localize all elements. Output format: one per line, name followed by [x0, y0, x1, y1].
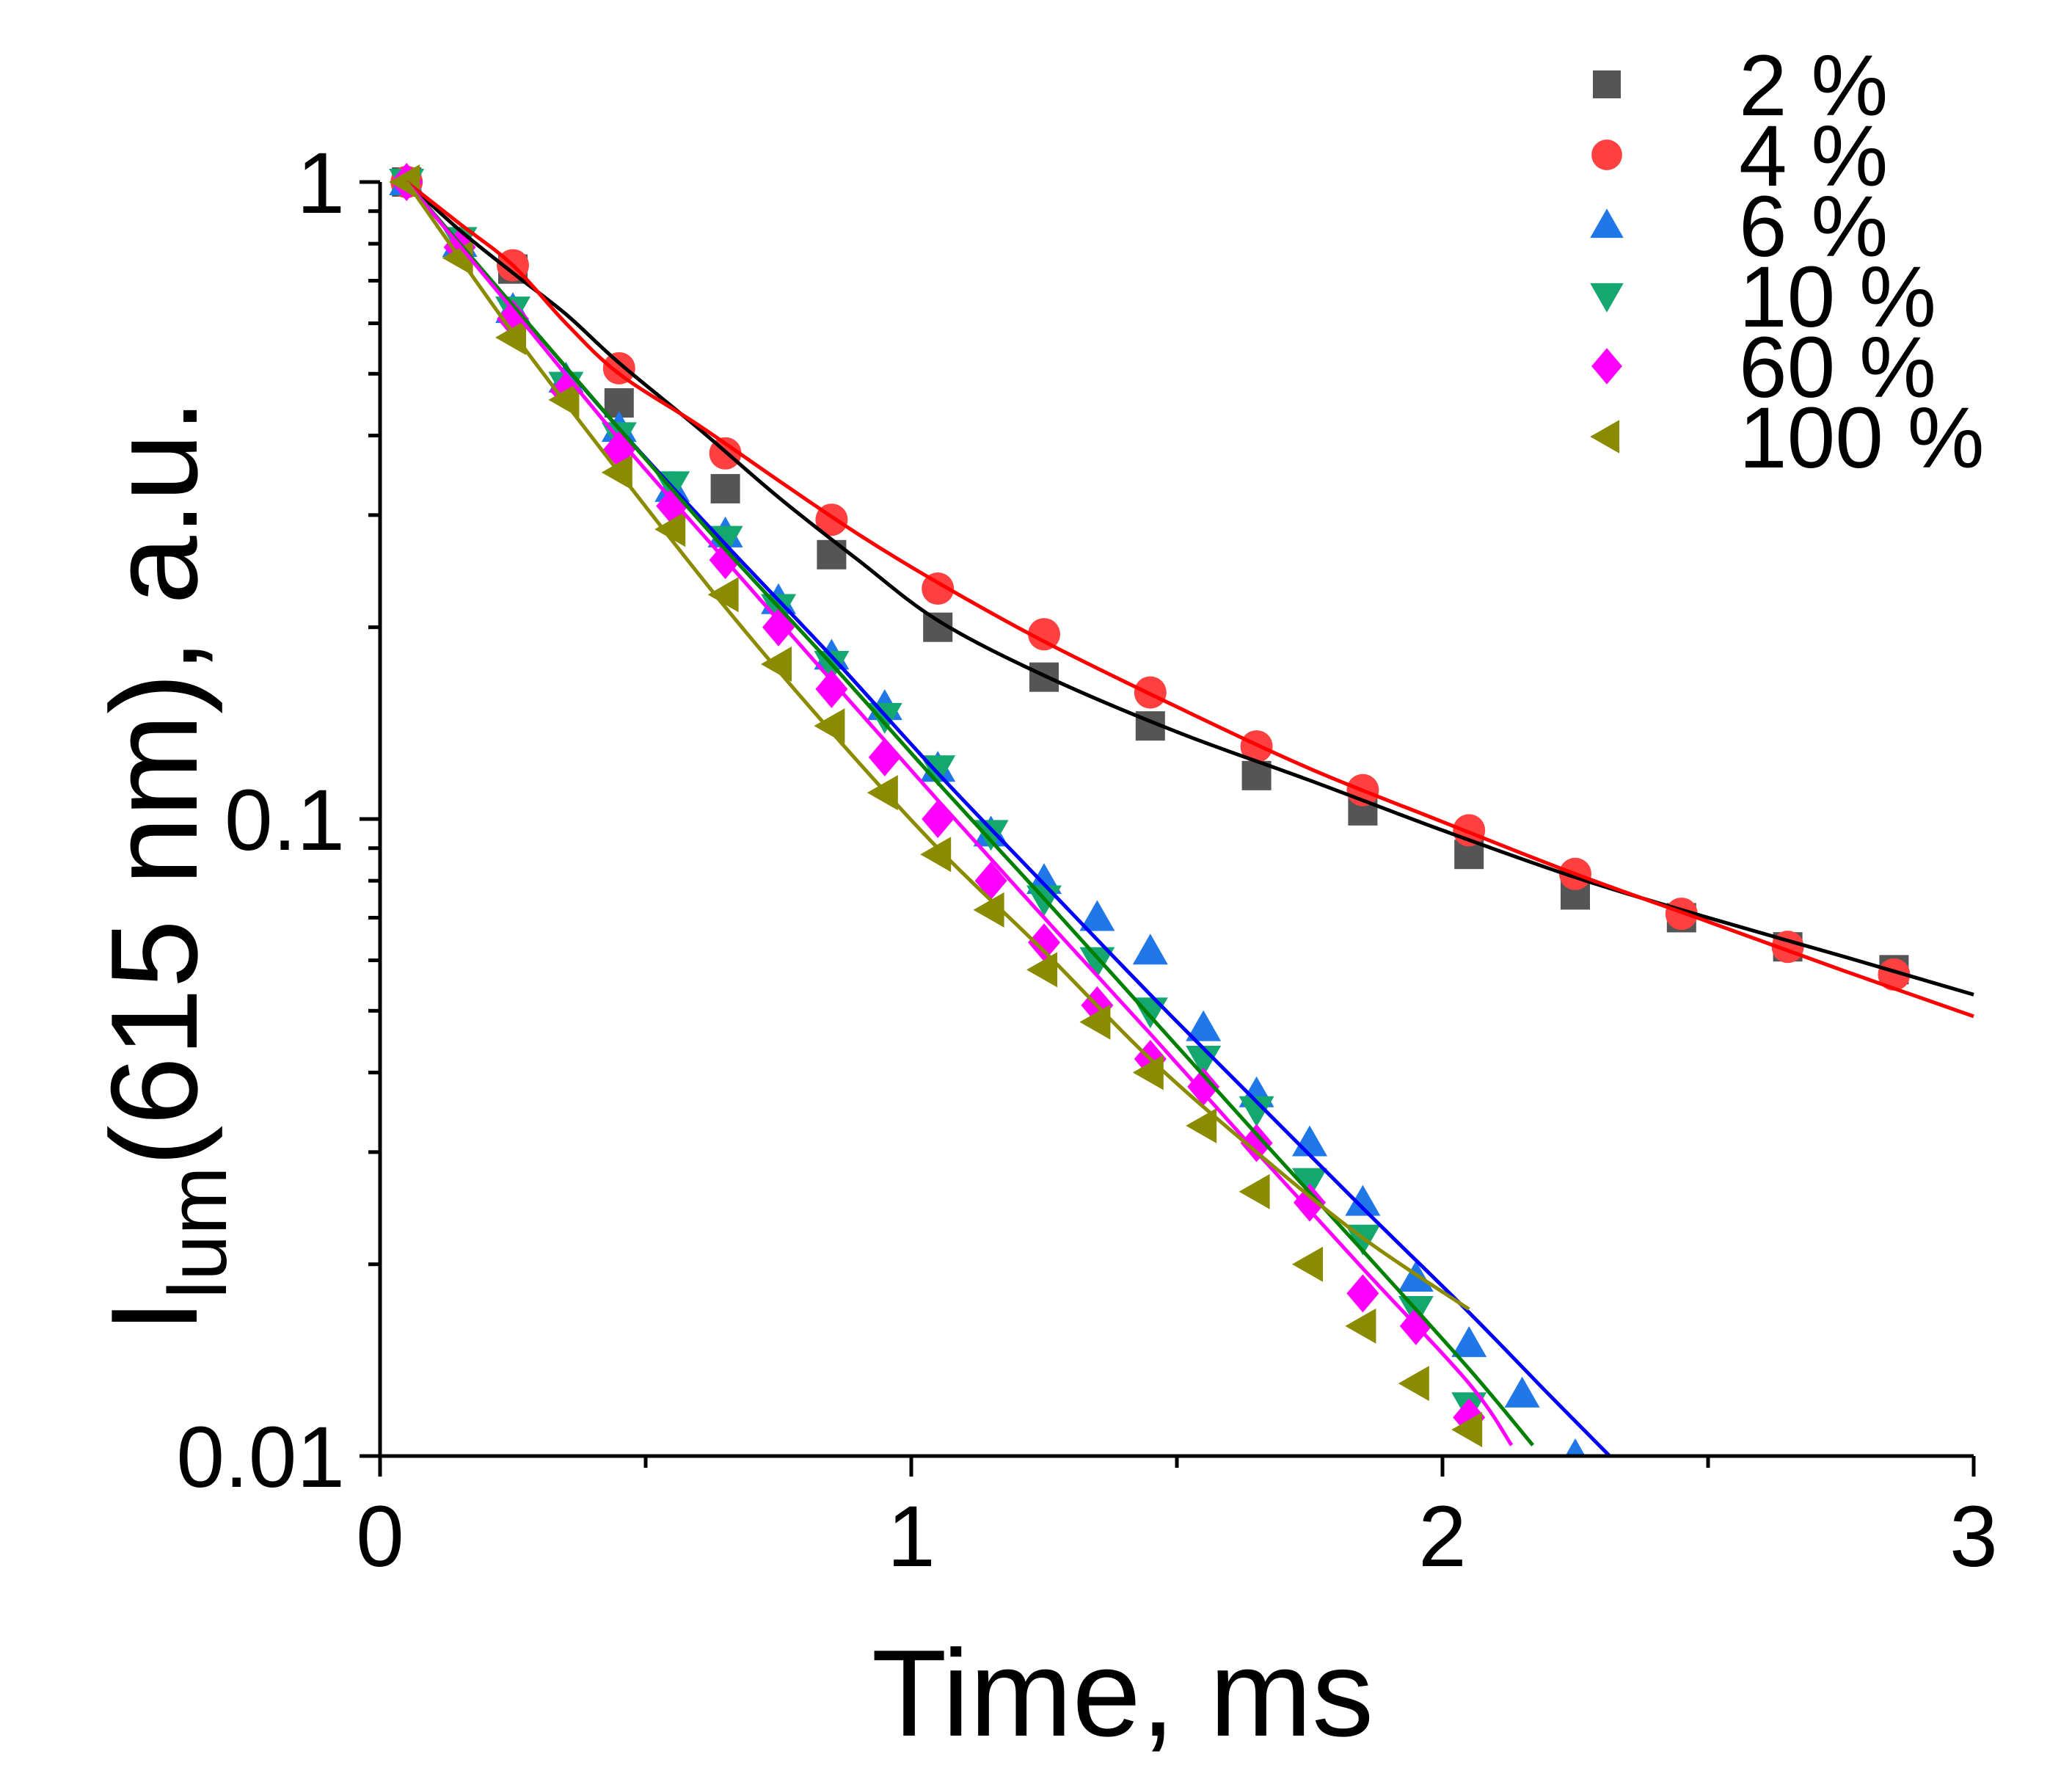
data-point [1451, 1412, 1483, 1448]
x-tick-label: 1 [887, 1488, 935, 1585]
data-point [1132, 934, 1168, 965]
data-point [761, 647, 792, 683]
legend-marker [1590, 283, 1624, 313]
x-tick-label: 3 [1949, 1488, 1998, 1585]
data-point [1026, 952, 1057, 988]
y-axis-title-main: I [85, 1299, 223, 1333]
y-axis-title: Ilum(615 nm), a.u. [85, 399, 244, 1333]
legend-label: 6 % [1739, 178, 1888, 275]
series-1 [390, 166, 1911, 991]
y-axis-title-rest: (615 nm), a.u. [85, 399, 223, 1167]
data-point [867, 702, 902, 734]
fit-curve-3 [405, 181, 1534, 1446]
series-layer [389, 163, 1974, 1456]
legend-item: 4 % [1591, 108, 1888, 205]
data-point [1028, 618, 1060, 651]
data-point [1292, 1168, 1327, 1199]
data-point [1186, 1010, 1222, 1041]
data-point [867, 775, 898, 811]
data-point [1079, 900, 1115, 931]
data-point [1345, 1308, 1376, 1344]
data-point [1504, 1376, 1540, 1408]
data-point [1345, 1184, 1381, 1216]
legend-label: 60 % [1739, 319, 1936, 416]
tick-layer: 0 1 2 3 0.01 0.1 1 [176, 135, 1997, 1585]
data-point [1398, 1366, 1429, 1402]
legend-marker [1591, 348, 1622, 385]
legend-item: 100 % [1590, 390, 1985, 487]
legend-marker [1590, 208, 1624, 239]
data-point [654, 512, 686, 547]
legend-label: 2 % [1739, 37, 1888, 134]
legend-marker [1590, 420, 1620, 454]
legend-label: 4 % [1739, 108, 1888, 205]
data-point [1239, 1096, 1274, 1127]
x-tick-label: 0 [356, 1488, 404, 1585]
data-point [815, 669, 848, 708]
y-axis-title-subscript: lum [152, 1166, 244, 1298]
data-point [920, 837, 952, 873]
data-point [1239, 1173, 1270, 1209]
data-point [1346, 1274, 1379, 1313]
data-point [495, 319, 526, 355]
data-point [922, 572, 955, 605]
data-point [814, 708, 845, 744]
legend-marker [1591, 139, 1622, 170]
data-point [1565, 1438, 1586, 1456]
legend-item: 2 % [1593, 37, 1888, 134]
fit-curve-4 [405, 181, 1514, 1446]
y-tick-label: 0.01 [176, 1409, 345, 1506]
data-point [1079, 947, 1115, 978]
y-tick-label: 1 [296, 135, 345, 232]
data-point [817, 539, 847, 569]
data-point [973, 892, 1004, 928]
x-axis-title: Time, ms [872, 1624, 1374, 1762]
legend: 2 %4 %6 %10 %60 %100 % [1590, 37, 1985, 487]
data-point [1878, 958, 1911, 991]
legend-marker [1593, 70, 1621, 98]
data-point [1028, 923, 1060, 962]
fit-curve-1 [405, 181, 1974, 1019]
data-point [710, 473, 740, 503]
legend-label: 100 % [1739, 390, 1985, 487]
data-point [1187, 1067, 1220, 1106]
data-point [707, 577, 739, 613]
data-point [1451, 1326, 1487, 1358]
data-point [1186, 1046, 1222, 1077]
data-point [602, 352, 635, 385]
data-point [1186, 1107, 1217, 1143]
fit-curve-5 [405, 181, 1470, 1311]
data-point [1294, 1183, 1326, 1222]
legend-item: 60 % [1591, 319, 1936, 416]
legend-item: 10 % [1590, 249, 1936, 346]
data-point [973, 820, 1009, 851]
data-point [868, 738, 901, 776]
series-0 [392, 167, 1909, 985]
data-point [1292, 1246, 1323, 1282]
data-point [922, 800, 955, 838]
x-tick-label: 2 [1418, 1488, 1467, 1585]
fit-curve-2 [405, 181, 1613, 1456]
data-point [1240, 1124, 1273, 1162]
y-tick-label: 0.1 [225, 772, 345, 869]
legend-item: 6 % [1590, 178, 1888, 275]
legend-label: 10 % [1739, 249, 1936, 346]
